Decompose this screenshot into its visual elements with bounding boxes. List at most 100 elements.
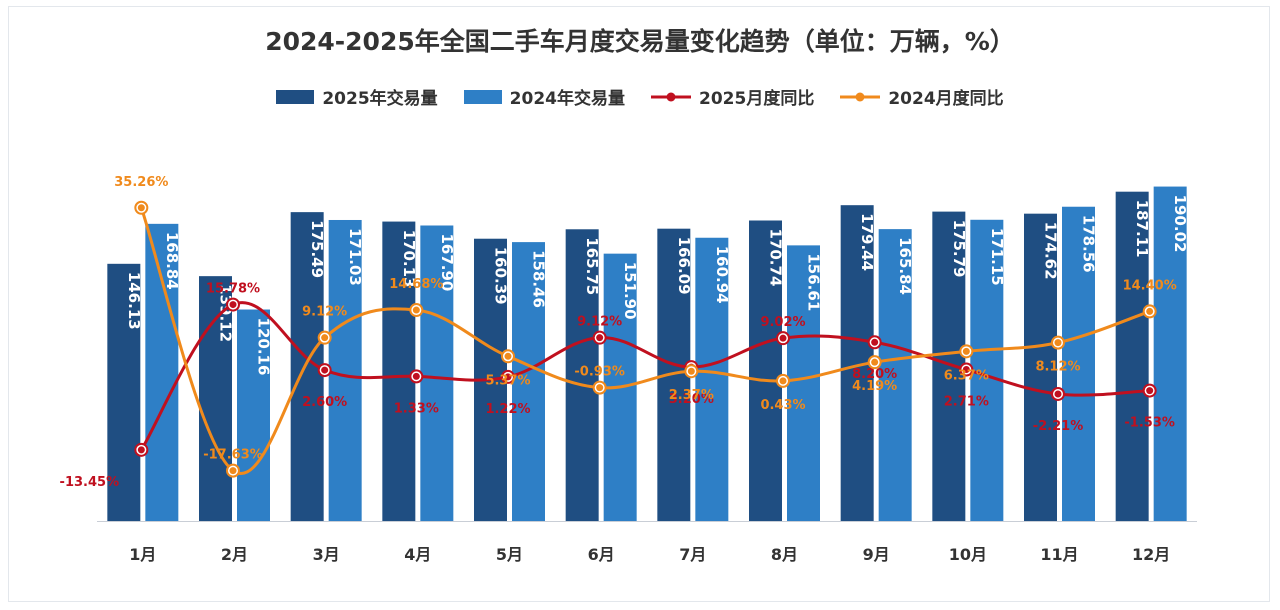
line-point-core-2024-yoy-5 (504, 352, 512, 360)
bar-value-label-2025-8: 170.74 (767, 228, 785, 286)
bar-value-label-2025-12: 187.11 (1133, 200, 1151, 258)
line-point-core-2025-yoy-4 (412, 372, 420, 380)
line-value-label-2025-yoy-1: -13.45% (60, 475, 120, 490)
bar-value-label-2024-6: 151.90 (621, 262, 639, 320)
bar-value-label-2024-8: 156.61 (805, 253, 823, 311)
bar-2024-12 (1153, 186, 1187, 521)
bar-value-label-2025-5: 160.39 (492, 247, 510, 305)
x-tick-label-10: 10月 (949, 545, 987, 564)
line-value-label-2025-yoy-3: 2.60% (302, 395, 347, 410)
bar-value-label-2025-9: 179.44 (858, 213, 876, 271)
line-value-label-2025-yoy-12: -1.53% (1124, 416, 1175, 431)
bar-2024-10 (970, 219, 1004, 521)
x-tick-label-1: 1月 (129, 545, 156, 564)
line-point-core-2025-yoy-3 (321, 366, 329, 374)
line-value-label-2025-yoy-5: 1.22% (485, 402, 530, 417)
line-point-core-2024-yoy-11 (1054, 339, 1062, 347)
legend-swatch-2025-yoy (651, 92, 691, 101)
chart-frame (8, 6, 1270, 602)
legend-item-2024-volume: 2024年交易量 (463, 84, 625, 109)
bar-value-label-2024-5: 158.46 (530, 250, 548, 308)
line-value-label-2025-yoy-8: 9.02% (760, 315, 805, 330)
legend-swatch-2024-volume (463, 89, 502, 104)
line-point-core-2024-yoy-6 (596, 384, 604, 392)
line-value-label-2025-yoy-6: 9.12% (577, 315, 622, 330)
line-point-core-2025-yoy-11 (1054, 390, 1062, 398)
bar-2024-11 (1062, 206, 1095, 521)
line-point-core-2025-yoy-1 (137, 446, 145, 454)
legend-item-2024-yoy: 2024月度同比 (840, 84, 1004, 109)
legend-swatch-2024-yoy (840, 92, 881, 101)
x-tick-label-8: 8月 (771, 545, 798, 564)
line-value-label-2024-yoy-2: -17.63% (203, 448, 263, 463)
line-value-label-2025-yoy-7: 3.20% (669, 392, 714, 407)
bar-value-label-2024-2: 120.16 (255, 318, 273, 376)
line-value-label-2024-yoy-9: 4.19% (852, 379, 897, 394)
legend-swatch-2025-volume (276, 89, 315, 104)
bar-value-label-2025-4: 170.13 (400, 230, 418, 288)
bar-value-label-2025-11: 174.62 (1042, 222, 1060, 280)
bar-2024-5 (512, 242, 545, 521)
line-point-core-2024-yoy-1 (137, 204, 145, 212)
x-tick-label-9: 9月 (863, 545, 890, 564)
line-value-label-2024-yoy-8: 0.43% (760, 398, 805, 413)
x-tick-label-4: 4月 (404, 545, 431, 564)
x-tick-label-7: 7月 (679, 545, 706, 564)
line-value-label-2024-yoy-7: 2.37% (669, 388, 714, 403)
legend-label-2025-yoy: 2025月度同比 (699, 89, 815, 109)
legend-label-2024-volume: 2024年交易量 (509, 89, 625, 109)
line-point-core-2024-yoy-9 (871, 358, 879, 366)
bar-value-label-2025-7: 166.09 (675, 237, 693, 295)
bar-value-label-2024-1: 168.84 (163, 232, 181, 290)
x-tick-label-2: 2月 (221, 545, 248, 564)
line-value-label-2024-yoy-3: 9.12% (302, 305, 347, 320)
bar-value-label-2025-6: 165.75 (583, 237, 601, 295)
line-point-core-2025-yoy-8 (779, 334, 787, 342)
legend-item-2025-volume: 2025年交易量 (276, 84, 438, 109)
legend-label-2025-volume: 2025年交易量 (322, 89, 438, 109)
line-point-core-2025-yoy-5 (504, 373, 512, 381)
line-point-core-2024-yoy-2 (229, 467, 237, 475)
line-point-core-2025-yoy-6 (596, 334, 604, 342)
legend-label-2024-yoy: 2024月度同比 (888, 89, 1004, 109)
line-value-label-2024-yoy-1: 35.26% (114, 175, 168, 190)
bar-2024-4 (420, 225, 454, 521)
x-tick-label-6: 6月 (588, 545, 615, 564)
line-value-label-2024-yoy-11: 8.12% (1035, 360, 1080, 375)
bar-value-label-2024-12: 190.02 (1171, 195, 1189, 253)
line-value-label-2025-yoy-4: 1.33% (394, 401, 439, 416)
bar-2024-8 (787, 245, 820, 521)
bar-value-label-2025-10: 175.79 (950, 220, 968, 278)
bar-2025-11 (1024, 213, 1057, 521)
bar-2024-3 (328, 219, 362, 522)
legend-item-2025-yoy: 2025月度同比 (651, 84, 814, 109)
line-point-core-2024-yoy-12 (1146, 307, 1154, 315)
bar-value-label-2025-3: 175.49 (308, 220, 326, 278)
line-value-label-2025-yoy-11: -2.21% (1033, 419, 1084, 434)
line-point-core-2024-yoy-7 (687, 367, 695, 375)
line-point-core-2025-yoy-12 (1146, 387, 1154, 395)
line-value-label-2025-yoy-9: 8.20% (852, 367, 897, 382)
bar-value-label-2025-1: 146.13 (125, 272, 143, 330)
line-point-core-2024-yoy-8 (779, 377, 787, 385)
x-tick-label-3: 3月 (313, 545, 340, 564)
bar-2025-6 (565, 229, 599, 521)
line-value-label-2025-yoy-2: 15.78% (206, 282, 260, 297)
line-point-core-2024-yoy-4 (412, 306, 420, 314)
line-value-label-2024-yoy-12: 14.40% (1123, 278, 1177, 293)
x-tick-label-5: 5月 (496, 545, 523, 564)
bar-2025-12 (1115, 191, 1149, 521)
chart-legend: 2025年交易量 2024年交易量 2025月度同比 2024月度同比 (0, 84, 1280, 109)
bar-value-label-2024-7: 160.94 (713, 246, 731, 304)
bar-2025-8 (749, 220, 782, 521)
bar-2025-1 (107, 263, 141, 521)
line-point-core-2025-yoy-9 (871, 338, 879, 346)
x-tick-label-11: 11月 (1040, 545, 1078, 564)
line-point-core-2025-yoy-2 (229, 301, 237, 309)
bar-2024-1 (145, 223, 179, 521)
line-point-core-2024-yoy-10 (962, 347, 970, 355)
x-tick-label-12: 12月 (1132, 545, 1170, 564)
bar-2024-2 (237, 309, 270, 521)
bar-value-label-2024-3: 171.03 (346, 228, 364, 286)
